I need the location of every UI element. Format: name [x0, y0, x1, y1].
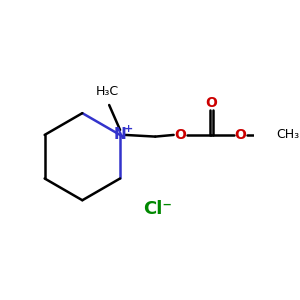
Text: O: O: [235, 128, 247, 142]
Text: Cl⁻: Cl⁻: [143, 200, 172, 217]
Text: H₃C: H₃C: [96, 85, 119, 98]
Text: +: +: [124, 124, 133, 134]
Text: O: O: [206, 96, 217, 110]
Text: CH₃: CH₃: [277, 128, 300, 141]
Text: O: O: [174, 128, 186, 142]
Text: N: N: [114, 128, 126, 142]
